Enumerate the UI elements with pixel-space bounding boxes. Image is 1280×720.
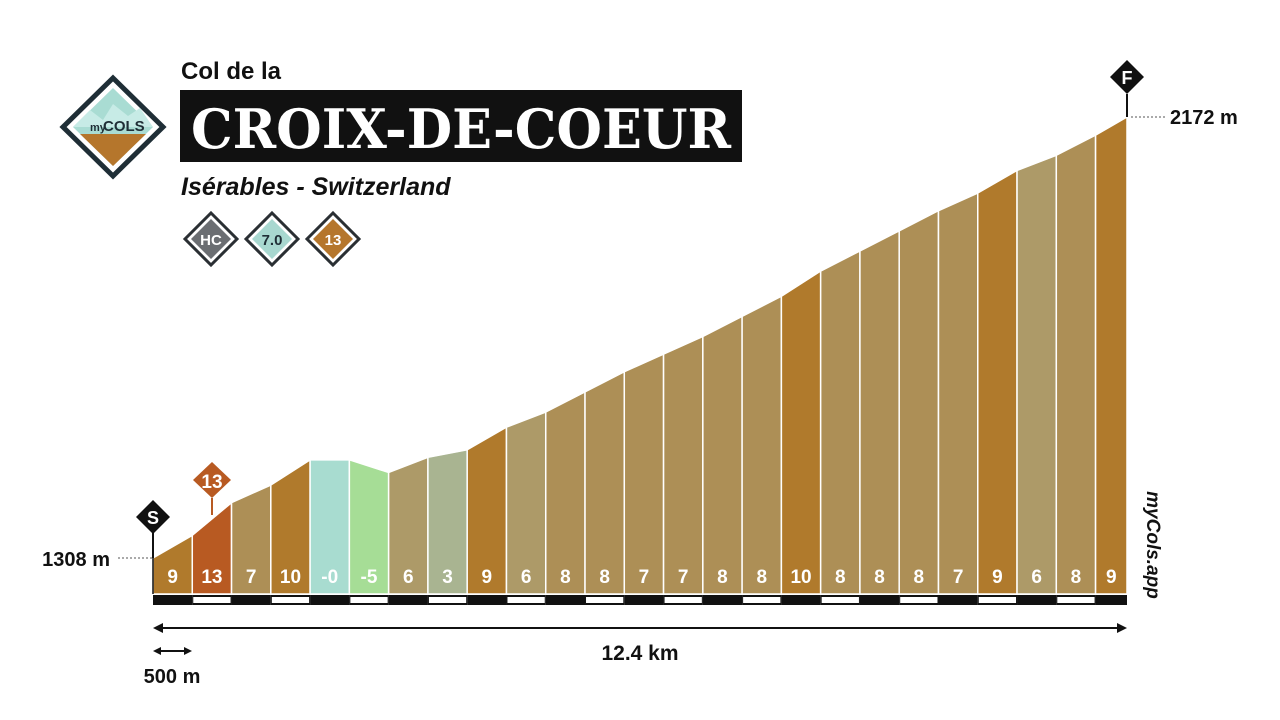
- scale-bar-segment-light: [507, 597, 545, 603]
- start-marker: S: [136, 500, 170, 558]
- profile-segment: [662, 335, 704, 595]
- segment-gradient-label: 9: [1106, 567, 1117, 588]
- scale-bar-segment: [781, 595, 821, 605]
- profile-segment: [544, 390, 586, 595]
- start-elevation-label: 1308 m: [42, 549, 110, 571]
- profile-segment: [1016, 154, 1058, 595]
- profile-segment: [819, 249, 861, 595]
- watermark: myCols.app: [1142, 491, 1163, 599]
- logo-text-my: my: [90, 122, 107, 134]
- profile-outline: [152, 116, 1128, 559]
- scale-bar-segment-light: [743, 597, 781, 603]
- badge-label: HC: [200, 232, 222, 249]
- segment-gradient-label: 8: [874, 567, 885, 588]
- page-title: CROIX-DE-COEUR: [191, 97, 732, 161]
- profile-segment: [977, 169, 1018, 595]
- scale-bar-segment: [153, 595, 193, 605]
- scale-bar-segment-light: [900, 597, 938, 603]
- profile-segment: [937, 191, 979, 595]
- finish-marker: F: [1110, 60, 1144, 117]
- segment-gradient-label: 6: [1031, 567, 1042, 588]
- elevation-profile: 9 13 7 10 -0 -5 6 3 9 6 8 8 7 7 8 8 10 8 8 8 7 9 6 8 9: [152, 115, 1128, 605]
- segment-gradient-label: 3: [442, 567, 453, 588]
- segment-gradient-label: 6: [521, 567, 532, 588]
- logo-text-cols: COLS: [103, 118, 145, 135]
- max-gradient-marker: 13: [193, 462, 231, 515]
- end-elevation-label: 2172 m: [1170, 107, 1238, 129]
- segment-gradient-label: 8: [599, 567, 610, 588]
- scale-bar-segment-light: [193, 597, 231, 603]
- segment-gradient-label: 7: [246, 567, 257, 588]
- max-gradient-label: 13: [201, 472, 222, 493]
- scale-bar-segment: [231, 595, 271, 605]
- profile-segment: [741, 294, 783, 595]
- segment-gradient-label: -5: [361, 567, 378, 588]
- segment-gradient-label: 7: [639, 567, 650, 588]
- scale-bar-segment-light: [271, 597, 310, 603]
- profile-segment: [898, 209, 940, 595]
- scale-bar-segment-light: [586, 597, 624, 603]
- scale-bar-segment-light: [350, 597, 388, 603]
- scale-label: 500 m: [144, 666, 201, 688]
- distance-arrow: [153, 623, 1127, 633]
- scale-bar-segment: [624, 595, 664, 605]
- scale-bar-segment-light: [1057, 597, 1095, 603]
- segment-gradient-label: 8: [914, 567, 925, 588]
- segment-gradient-label: 6: [403, 567, 414, 588]
- segment-gradient-label: 10: [790, 567, 811, 588]
- profile-segment: [859, 229, 900, 595]
- title-banner: [180, 90, 742, 162]
- scale-bar-segment: [310, 595, 350, 605]
- segment-gradient-label: 9: [992, 567, 1003, 588]
- scale-bar-segment-light: [821, 597, 859, 603]
- start-marker-label: S: [147, 508, 159, 528]
- segment-gradient-label: 8: [835, 567, 846, 588]
- badge-label: 13: [325, 232, 342, 249]
- badge-3: 13: [304, 210, 362, 268]
- scale-bar-segment: [1017, 595, 1057, 605]
- location-subtitle: Isérables - Switzerland: [181, 173, 451, 201]
- difficulty-badges: HC 7.0 13: [182, 210, 362, 268]
- segment-gradient-label: -0: [321, 567, 338, 588]
- segment-gradient-label: 13: [201, 567, 222, 588]
- badge-label: 7.0: [262, 232, 283, 249]
- scale-bar-segment-light: [978, 597, 1017, 603]
- segment-gradient-label: 10: [280, 567, 301, 588]
- scale-bar-segment: [388, 595, 428, 605]
- scale-bar-segment: [859, 595, 900, 605]
- profile-segment: [1055, 133, 1097, 595]
- finish-marker-label: F: [1122, 68, 1133, 88]
- segment-gradient-label: 7: [678, 567, 689, 588]
- profile-segment: [702, 315, 743, 595]
- profile-segment: [584, 370, 626, 595]
- badge-2: 7.0: [243, 210, 301, 268]
- scale-bar-segment-light: [428, 597, 467, 603]
- mycols-logo: my COLS: [59, 74, 167, 180]
- segment-gradient-label: 8: [560, 567, 571, 588]
- segment-gradient-label: 8: [717, 567, 728, 588]
- segment-gradient-label: 8: [756, 567, 767, 588]
- profile-segment: [780, 269, 822, 595]
- scale-bar-segment: [467, 595, 507, 605]
- scale-bar-segment-light: [664, 597, 702, 603]
- segment-gradient-label: 9: [167, 567, 178, 588]
- profile-segment: [1094, 115, 1128, 595]
- scale-bar-segment: [1095, 595, 1127, 605]
- scale-bar-segment: [545, 595, 586, 605]
- scale-arrow: [153, 647, 192, 655]
- profile-segment: [623, 352, 665, 595]
- badge-1: HC: [182, 210, 240, 268]
- segment-gradient-label: 8: [1071, 567, 1082, 588]
- scale-bar-segment: [702, 595, 743, 605]
- scale-bar-segment: [938, 595, 978, 605]
- distance-label: 12.4 km: [601, 642, 678, 665]
- segment-gradient-label: 9: [482, 567, 493, 588]
- segment-gradient-label: 7: [953, 567, 964, 588]
- title-prefix: Col de la: [181, 58, 282, 85]
